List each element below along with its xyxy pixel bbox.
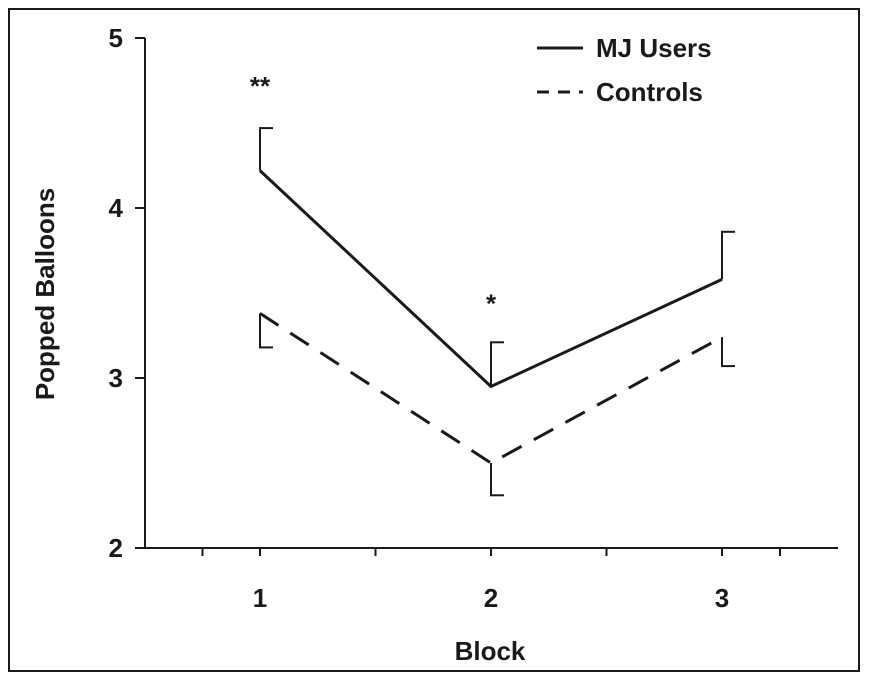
significance-marker-1: ** [250,71,271,101]
significance-marker-2: * [486,288,497,318]
x-tick-label-1: 1 [253,583,267,613]
legend-label-controls: Controls [596,77,703,107]
x-ticks: 1 2 3 [201,548,781,613]
y-tick-label-2: 2 [109,533,123,563]
legend: MJ Users Controls [537,33,712,107]
y-ticks: 2 3 4 5 [109,23,145,563]
legend-label-mj-users: MJ Users [596,33,712,63]
y-tick-label-4: 4 [109,193,124,223]
series-line-controls [259,312,723,465]
y-axis-title: Popped Balloons [30,188,60,400]
x-tick-label-3: 3 [715,583,729,613]
x-tick-label-2: 2 [484,583,498,613]
x-axis-title: Block [455,636,526,666]
series-layer [258,127,735,497]
y-tick-label-5: 5 [109,23,123,53]
y-tick-label-3: 3 [109,363,123,393]
significance-annotations: *** [250,71,497,319]
chart-frame [8,8,860,672]
